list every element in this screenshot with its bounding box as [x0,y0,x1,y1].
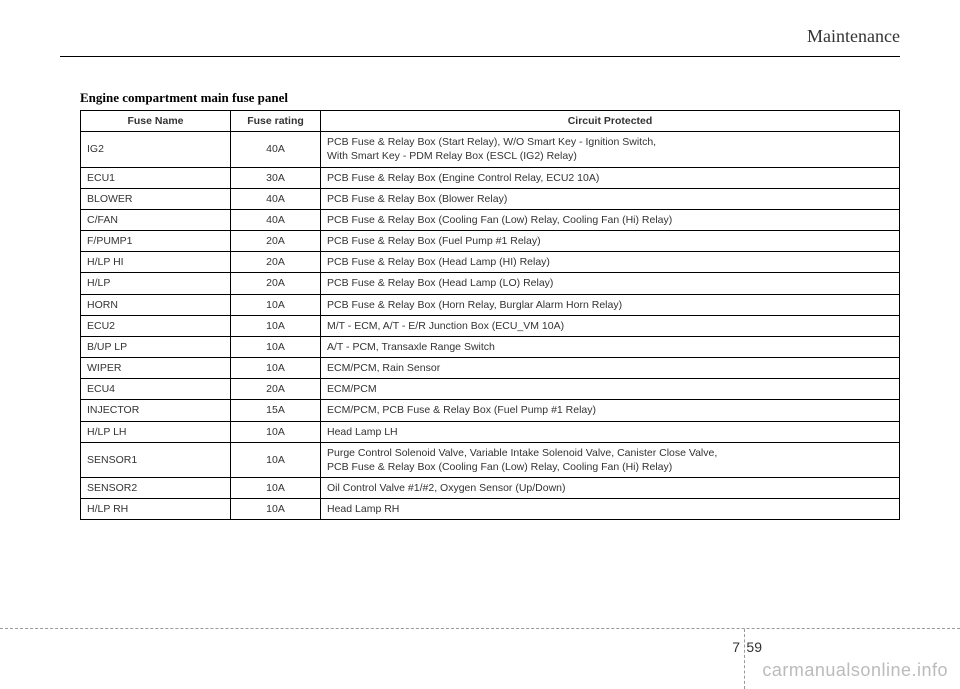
table-row: SENSOR210AOil Control Valve #1/#2, Oxyge… [81,478,900,499]
cell-fuse-rating: 20A [231,231,321,252]
page-number: 59 [746,639,762,655]
cell-circuit: PCB Fuse & Relay Box (Head Lamp (LO) Rel… [321,273,900,294]
table-row: INJECTOR15AECM/PCM, PCB Fuse & Relay Box… [81,400,900,421]
cell-fuse-name: SENSOR2 [81,478,231,499]
cell-fuse-rating: 20A [231,252,321,273]
cell-circuit: PCB Fuse & Relay Box (Fuel Pump #1 Relay… [321,231,900,252]
cell-circuit: Oil Control Valve #1/#2, Oxygen Sensor (… [321,478,900,499]
watermark: carmanualsonline.info [762,660,948,681]
col-header-rating: Fuse rating [231,111,321,132]
cell-fuse-rating: 40A [231,209,321,230]
cell-fuse-name: C/FAN [81,209,231,230]
cell-fuse-name: BLOWER [81,188,231,209]
cell-fuse-rating: 40A [231,132,321,167]
table-row: ECU210AM/T - ECM, A/T - E/R Junction Box… [81,315,900,336]
cell-fuse-name: HORN [81,294,231,315]
table-row: H/LP RH10AHead Lamp RH [81,499,900,520]
table-row: ECU420AECM/PCM [81,379,900,400]
cell-fuse-rating: 10A [231,442,321,477]
cell-fuse-rating: 15A [231,400,321,421]
cell-circuit: Head Lamp LH [321,421,900,442]
cell-fuse-rating: 10A [231,478,321,499]
cell-circuit: PCB Fuse & Relay Box (Blower Relay) [321,188,900,209]
cell-fuse-rating: 20A [231,273,321,294]
table-row: C/FAN40APCB Fuse & Relay Box (Cooling Fa… [81,209,900,230]
cell-circuit: PCB Fuse & Relay Box (Start Relay), W/O … [321,132,900,167]
cell-fuse-rating: 30A [231,167,321,188]
cell-circuit: ECM/PCM [321,379,900,400]
table-row: F/PUMP120APCB Fuse & Relay Box (Fuel Pum… [81,231,900,252]
cell-fuse-rating: 20A [231,379,321,400]
page-section-number: 7 [732,639,740,655]
cell-fuse-name: ECU2 [81,315,231,336]
cell-fuse-name: B/UP LP [81,336,231,357]
cell-fuse-name: SENSOR1 [81,442,231,477]
cell-fuse-name: WIPER [81,358,231,379]
cell-fuse-name: H/LP LH [81,421,231,442]
cell-circuit: A/T - PCM, Transaxle Range Switch [321,336,900,357]
cell-fuse-rating: 10A [231,336,321,357]
cell-circuit: PCB Fuse & Relay Box (Head Lamp (HI) Rel… [321,252,900,273]
table-row: BLOWER40APCB Fuse & Relay Box (Blower Re… [81,188,900,209]
cell-circuit: M/T - ECM, A/T - E/R Junction Box (ECU_V… [321,315,900,336]
cell-circuit: PCB Fuse & Relay Box (Horn Relay, Burgla… [321,294,900,315]
footer-dash-vline [744,629,745,689]
cell-fuse-name: INJECTOR [81,400,231,421]
table-row: B/UP LP10AA/T - PCM, Transaxle Range Swi… [81,336,900,357]
cell-fuse-rating: 10A [231,421,321,442]
section-title: Maintenance [807,26,900,47]
cell-circuit: PCB Fuse & Relay Box (Cooling Fan (Low) … [321,209,900,230]
cell-circuit: Head Lamp RH [321,499,900,520]
cell-circuit: Purge Control Solenoid Valve, Variable I… [321,442,900,477]
header-rule [60,56,900,57]
col-header-name: Fuse Name [81,111,231,132]
table-row: ECU130APCB Fuse & Relay Box (Engine Cont… [81,167,900,188]
table-row: IG240APCB Fuse & Relay Box (Start Relay)… [81,132,900,167]
cell-fuse-name: H/LP RH [81,499,231,520]
table-row: H/LP20APCB Fuse & Relay Box (Head Lamp (… [81,273,900,294]
table-caption: Engine compartment main fuse panel [80,90,900,106]
table-row: WIPER10AECM/PCM, Rain Sensor [81,358,900,379]
table-header-row: Fuse Name Fuse rating Circuit Protected [81,111,900,132]
table-row: H/LP LH10AHead Lamp LH [81,421,900,442]
col-header-circuit: Circuit Protected [321,111,900,132]
table-row: SENSOR110APurge Control Solenoid Valve, … [81,442,900,477]
cell-circuit: ECM/PCM, Rain Sensor [321,358,900,379]
cell-fuse-rating: 10A [231,315,321,336]
cell-fuse-rating: 40A [231,188,321,209]
cell-fuse-name: ECU1 [81,167,231,188]
cell-fuse-name: H/LP HI [81,252,231,273]
table-row: H/LP HI20APCB Fuse & Relay Box (Head Lam… [81,252,900,273]
footer-dash-line [0,628,960,629]
cell-fuse-rating: 10A [231,294,321,315]
cell-fuse-name: H/LP [81,273,231,294]
cell-fuse-name: F/PUMP1 [81,231,231,252]
fuse-table: Fuse Name Fuse rating Circuit Protected … [80,110,900,520]
cell-circuit: ECM/PCM, PCB Fuse & Relay Box (Fuel Pump… [321,400,900,421]
cell-fuse-rating: 10A [231,358,321,379]
cell-fuse-name: IG2 [81,132,231,167]
cell-fuse-rating: 10A [231,499,321,520]
cell-fuse-name: ECU4 [81,379,231,400]
table-row: HORN10APCB Fuse & Relay Box (Horn Relay,… [81,294,900,315]
content-area: Engine compartment main fuse panel Fuse … [80,90,900,520]
cell-circuit: PCB Fuse & Relay Box (Engine Control Rel… [321,167,900,188]
